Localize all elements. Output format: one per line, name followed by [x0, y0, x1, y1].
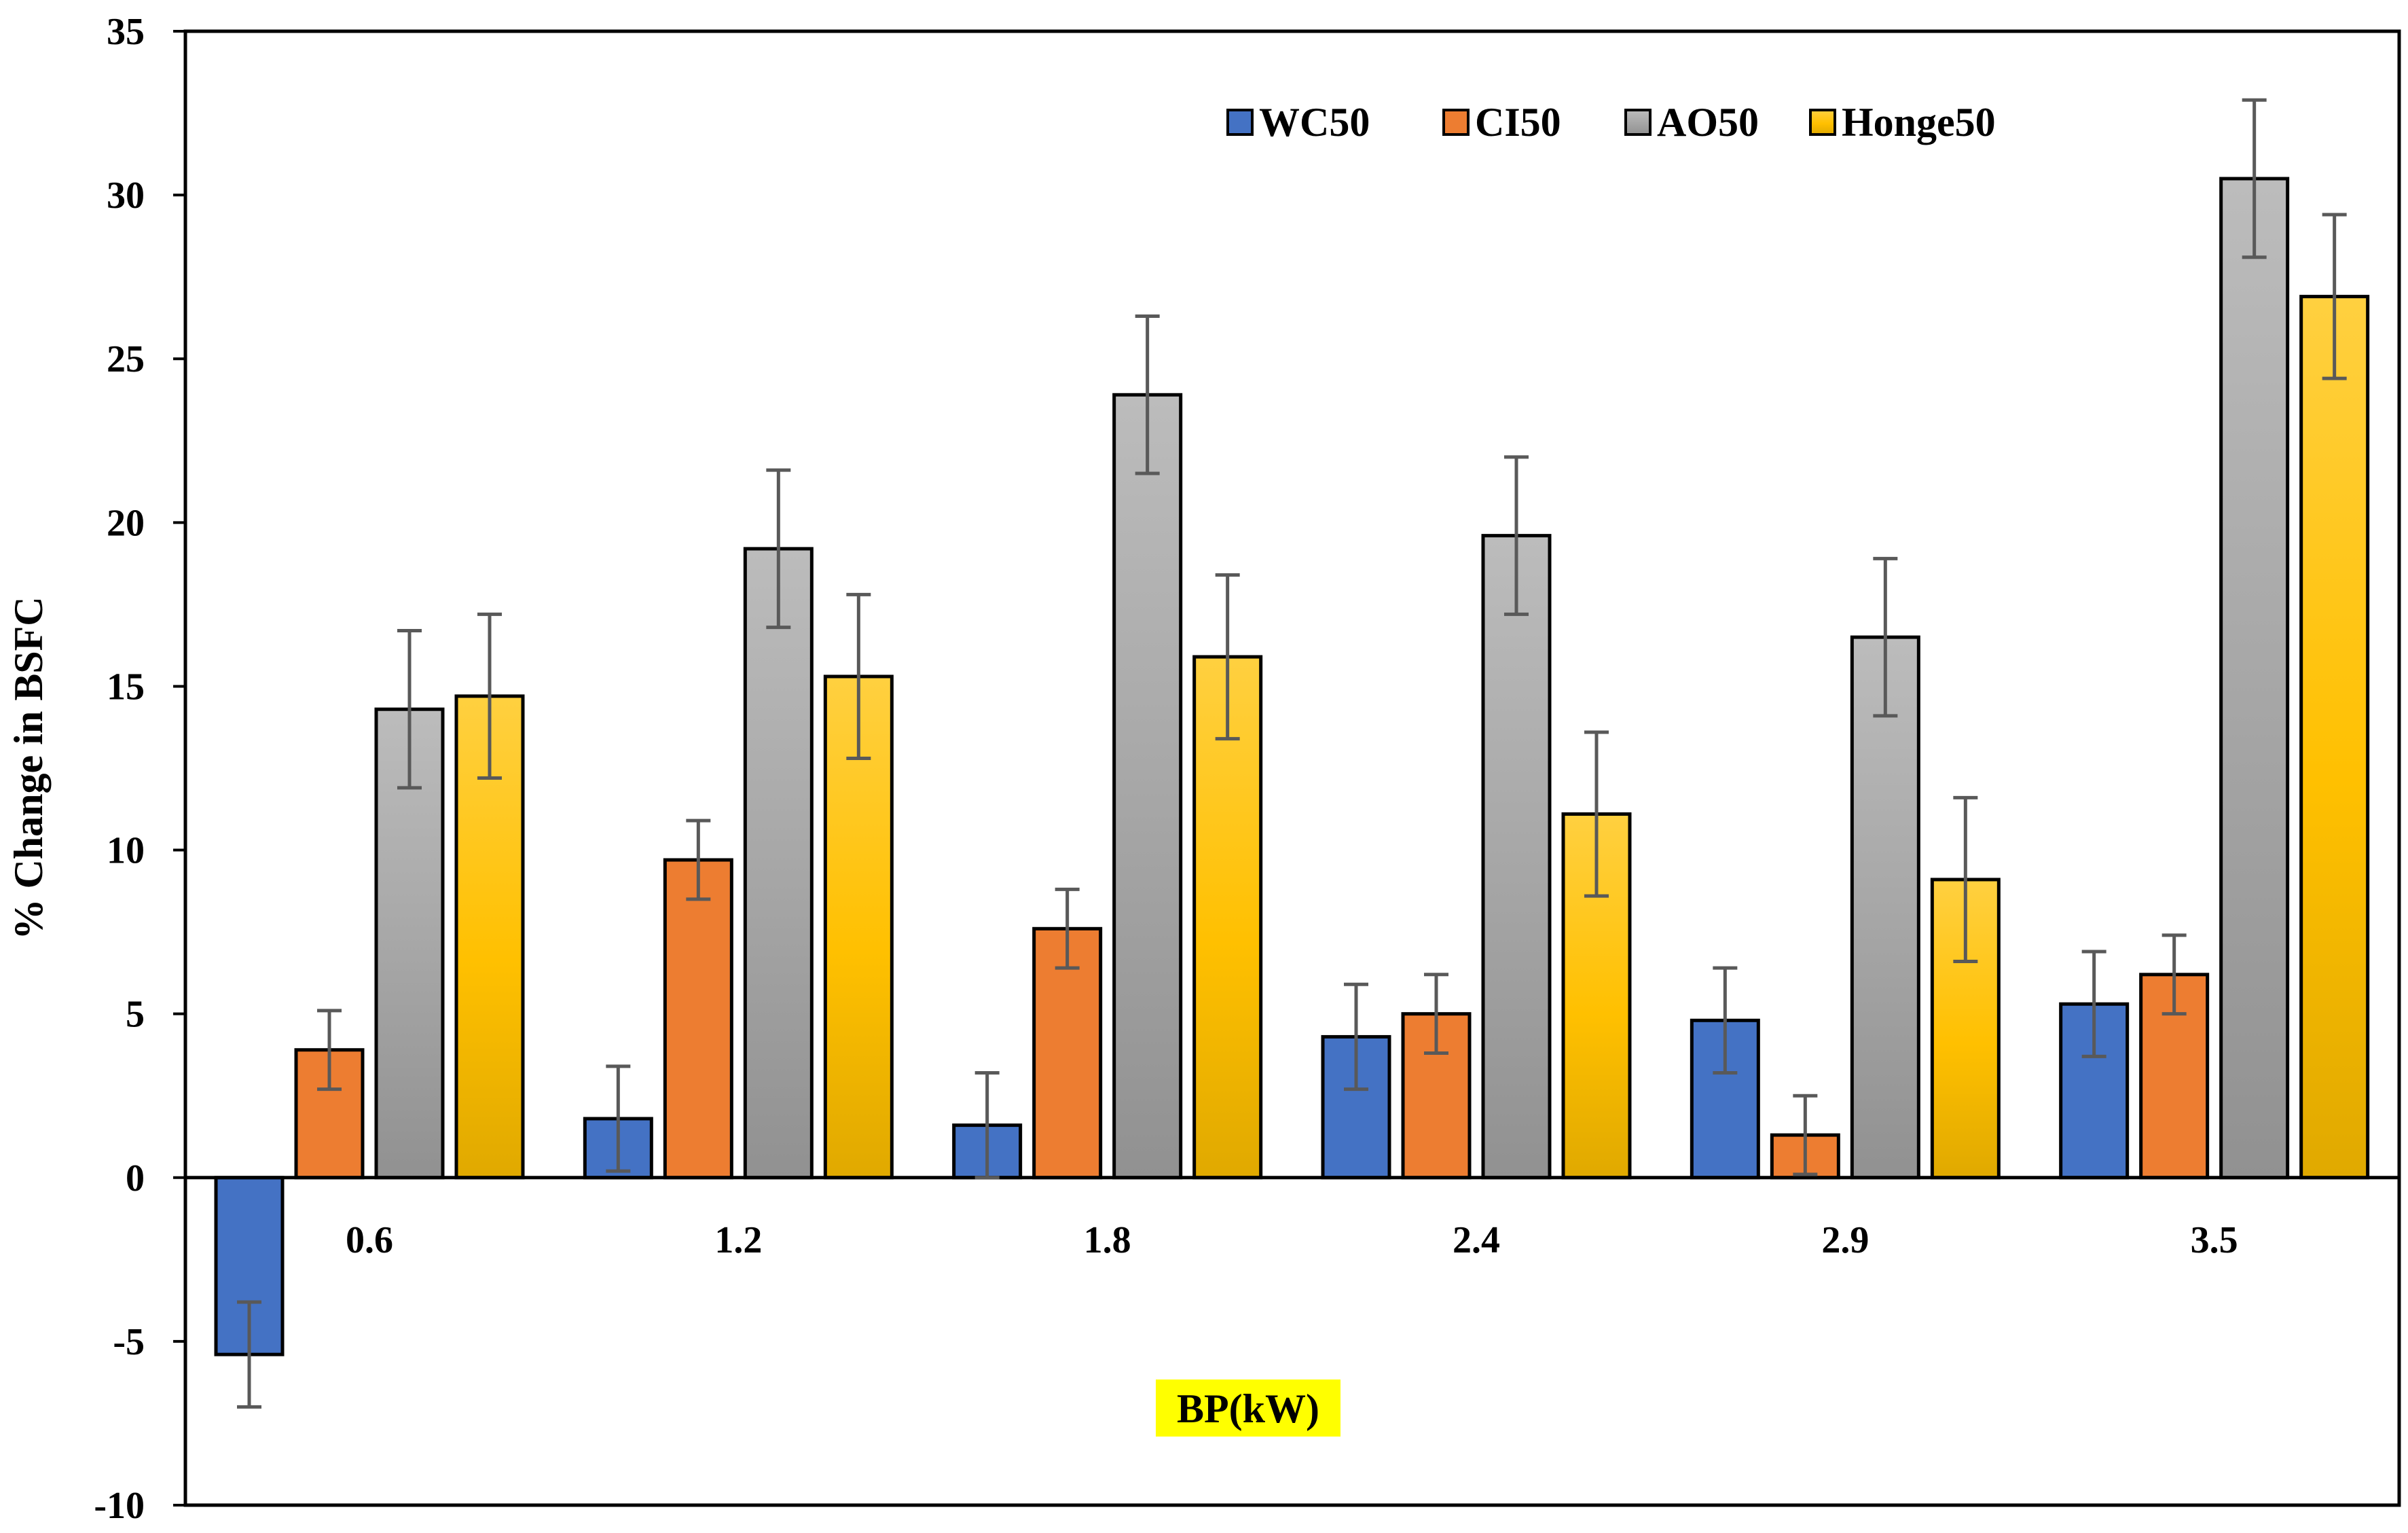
legend-label: Honge50	[1842, 100, 1996, 145]
error-bar-ao50-3-5	[2242, 98, 2267, 259]
error-bar-ci50-3-5	[2161, 933, 2187, 1016]
legend-item-ci50: CI50	[1442, 100, 1561, 145]
y-tick-label: -10	[94, 1485, 145, 1527]
bar-ao50-3-5	[2219, 177, 2290, 1180]
legend-label: WC50	[1259, 100, 1370, 145]
legend-label: CI50	[1475, 100, 1561, 145]
y-tick-label: 35	[107, 11, 145, 53]
legend-item-honge50: Honge50	[1809, 100, 1996, 145]
error-bar-wc50-3-5	[2081, 950, 2106, 1058]
error-bar-wc50-1-8	[974, 1070, 1000, 1180]
y-axis-ticks: -10 -5 0 5 10 15 20 25 30 35	[94, 11, 185, 1527]
bar-ci50-1-8	[1032, 926, 1103, 1180]
y-tick-label: 10	[107, 830, 145, 872]
legend-label: AO50	[1657, 100, 1759, 145]
x-category-label-3-5: 3.5	[2191, 1219, 2238, 1261]
x-category-label-1-8: 1.8	[1084, 1219, 1131, 1261]
legend-swatch	[1442, 109, 1470, 136]
bar-ci50-1-2	[663, 858, 733, 1180]
x-category-label-2-9: 2.9	[1821, 1219, 1869, 1261]
x-category-label-2-4: 2.4	[1453, 1219, 1500, 1261]
legend-swatch	[1226, 109, 1254, 136]
error-bar-ci50-0-6	[317, 1009, 342, 1092]
y-tick-label: 30	[107, 175, 145, 217]
error-bar-ao50-1-8	[1135, 314, 1160, 475]
error-bar-wc50-1-2	[606, 1064, 631, 1173]
legend-item-wc50: WC50	[1226, 100, 1370, 145]
y-tick-label: 15	[107, 666, 145, 708]
error-bar-wc50-2-4	[1344, 982, 1368, 1092]
bar-ao50-1-2	[743, 547, 814, 1180]
error-bar-ci50-2-9	[1793, 1094, 1818, 1176]
bar-ao50-2-9	[1850, 635, 1920, 1180]
legend-swatch	[1809, 109, 1836, 136]
error-bar-honge50-2-4	[1584, 730, 1609, 898]
error-bar-honge50-2-9	[1953, 795, 1978, 964]
y-tick-label: -5	[113, 1321, 145, 1363]
error-bar-honge50-0-6	[477, 612, 502, 780]
error-bar-honge50-1-8	[1215, 573, 1240, 741]
error-bar-ao50-1-2	[766, 468, 791, 630]
x-axis-title: BP(kW)	[1177, 1386, 1319, 1431]
legend-item-ao50: AO50	[1624, 100, 1759, 145]
error-bar-ao50-2-4	[1504, 455, 1529, 616]
legend-swatch	[1624, 109, 1652, 136]
bar-ao50-2-4	[1481, 534, 1552, 1180]
error-bar-ci50-2-4	[1424, 973, 1448, 1056]
error-bar-honge50-3-5	[2322, 213, 2347, 380]
error-bar-ao50-0-6	[397, 628, 422, 790]
y-axis-title: % Change in BSFC	[6, 596, 51, 939]
error-bars	[237, 98, 2347, 1409]
bar-honge50-3-5	[2299, 295, 2370, 1180]
error-bar-wc50-2-9	[1713, 966, 1738, 1075]
x-axis-category-labels: 0.6 1.2 1.8 2.4 2.9 3.5	[346, 1219, 2238, 1261]
error-bar-ao50-2-9	[1873, 556, 1898, 718]
plot-area-frame	[183, 29, 2401, 1507]
legend: WC50 CI50 AO50 Honge50	[1226, 100, 1996, 145]
y-tick-label: 0	[126, 1157, 145, 1200]
error-bar-ci50-1-8	[1055, 887, 1080, 970]
error-bar-wc50-0-6	[237, 1300, 261, 1409]
error-bar-ci50-1-2	[686, 818, 711, 901]
error-bar-honge50-1-2	[846, 592, 871, 761]
bar-ao50-1-8	[1112, 393, 1183, 1180]
x-axis-title-highlight	[1156, 1379, 1340, 1437]
y-tick-label: 20	[107, 502, 145, 544]
x-category-label-0-6: 0.6	[346, 1219, 393, 1261]
y-tick-label: 5	[126, 994, 145, 1036]
y-tick-label: 25	[107, 338, 145, 380]
x-category-label-1-2: 1.2	[714, 1219, 762, 1261]
